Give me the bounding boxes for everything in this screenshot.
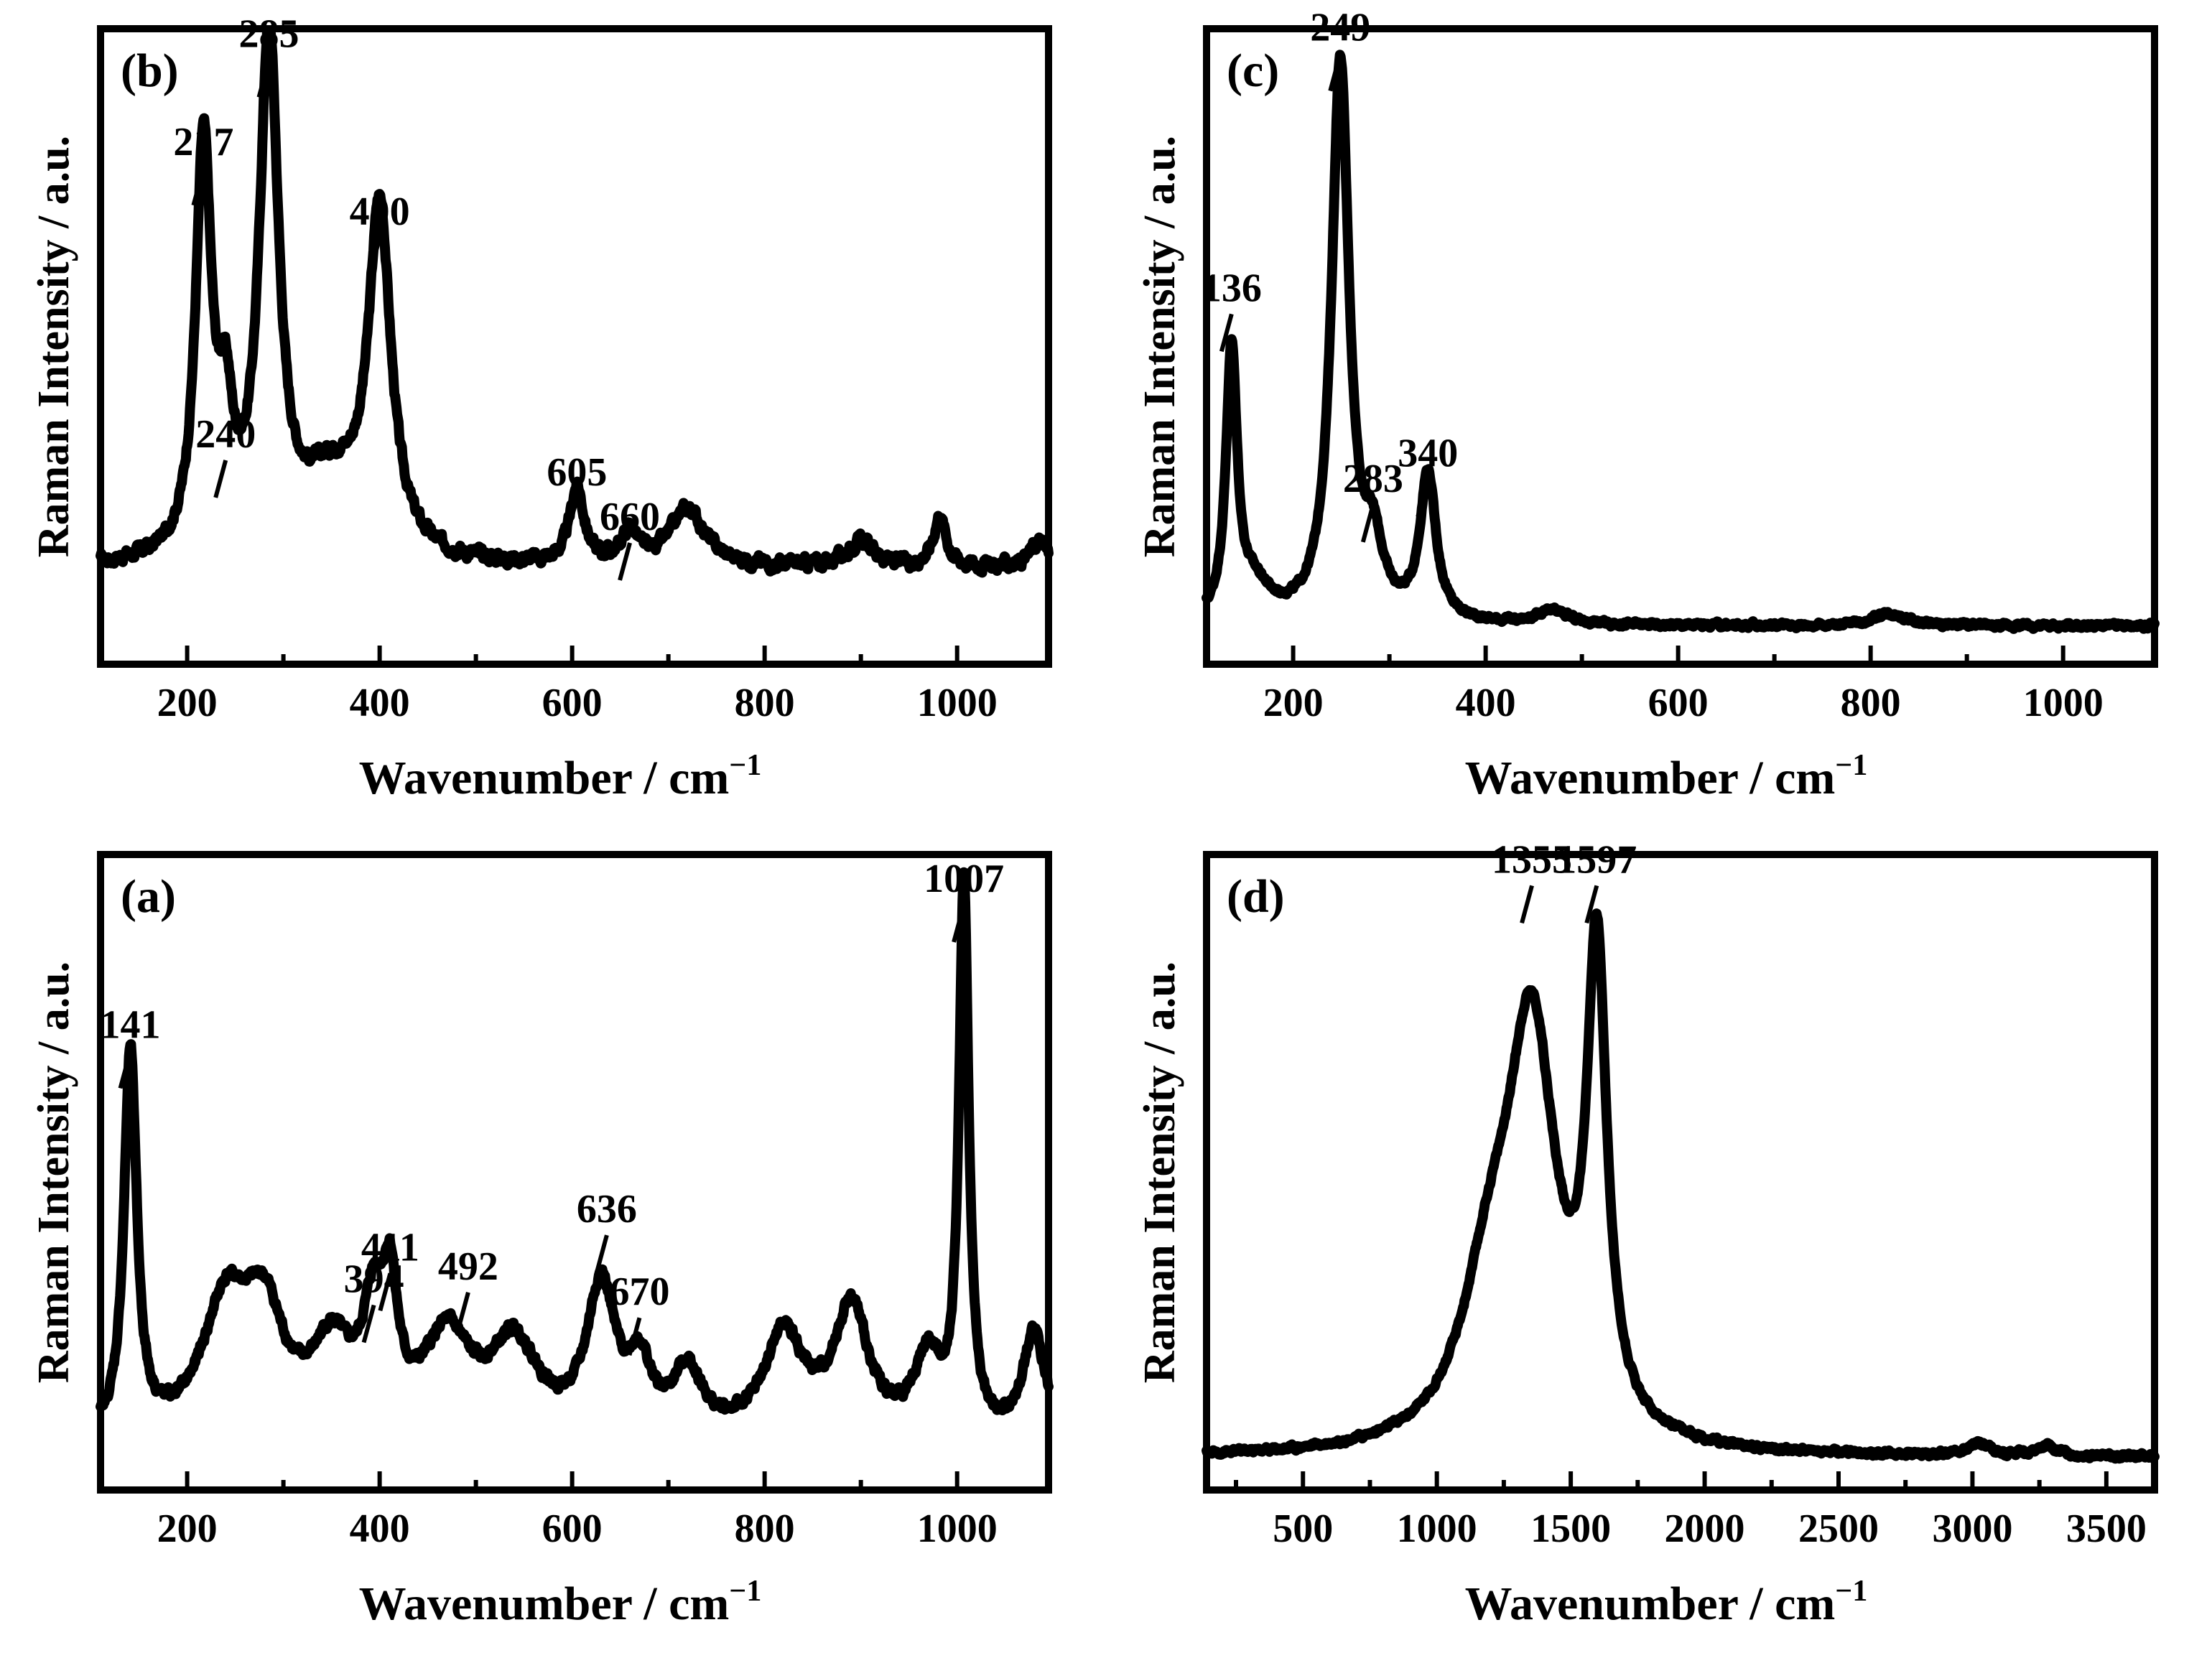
plot-frame <box>1203 25 2158 668</box>
peak-leader-line <box>594 1234 609 1273</box>
x-tick-label: 500 <box>1273 1507 1333 1551</box>
chart-svg: 500 1000 1500 2000 2500 3000 3500 Wavenumber / … <box>1135 837 2160 1630</box>
plot-frame <box>1203 851 2158 1494</box>
peak-label: 283 <box>1343 457 1403 501</box>
x-axis-label: Wavenumber / cm−1 <box>1465 749 1868 804</box>
peak-leader-line <box>564 498 580 536</box>
y-axis-label: Raman Intensity / a.u. <box>29 961 78 1383</box>
peak-leader-line <box>367 237 382 276</box>
y-axis-label: Raman Intensity / a.u. <box>1135 961 1184 1383</box>
peak-leader-line <box>618 542 632 581</box>
panel-a: 200 400 600 800 1000 Wavenumber / cm−1 Raman I… <box>0 826 1106 1653</box>
peak-label: 285 <box>239 11 299 56</box>
x-tick-label: 600 <box>1648 681 1709 725</box>
x-tick-label: 800 <box>1841 681 1901 725</box>
spectrum-line <box>1202 50 2160 634</box>
x-tick-label: 400 <box>1456 681 1516 725</box>
peak-label: 136 <box>1202 266 1262 310</box>
x-tick-label: 600 <box>542 1507 603 1551</box>
x-axis-label: Wavenumber / cm−1 <box>359 749 762 804</box>
peak-label: 141 <box>101 1003 161 1048</box>
x-axis-label: Wavenumber / cm−1 <box>359 1575 762 1630</box>
x-tick-label: 200 <box>1263 681 1324 725</box>
chart-svg: 200 400 600 800 1000 Wavenumber / cm−1 Raman I… <box>29 851 1054 1630</box>
panel-c: 200 400 600 800 1000 Wavenumber / cm−1 Raman I… <box>1106 0 2212 826</box>
peak-leader-line <box>191 167 206 206</box>
peak-label: 394 <box>344 1257 404 1302</box>
peak-leader-line <box>1584 885 1599 924</box>
peak-label: 636 <box>577 1187 637 1231</box>
peak-leader-line <box>118 1050 133 1089</box>
peak-leader-line <box>256 59 271 98</box>
x-tick-label: 1000 <box>917 681 998 725</box>
x-tick-label: 200 <box>157 1507 218 1551</box>
spectrum-line <box>96 867 1054 1415</box>
spectrum-line <box>1202 908 2160 1464</box>
peak-leader-line <box>627 1317 642 1356</box>
peak-label: 340 <box>1398 432 1458 476</box>
x-tick-label: 2500 <box>1798 1507 1879 1551</box>
x-tick-label: 2000 <box>1665 1507 1745 1551</box>
x-tick-label: 1500 <box>1530 1507 1611 1551</box>
x-tick-label: 800 <box>735 1507 795 1551</box>
peak-label: 492 <box>438 1244 498 1289</box>
panel-label: (b) <box>121 45 179 97</box>
x-tick-label: 1000 <box>2023 681 2104 725</box>
peak-label: 400 <box>350 190 410 234</box>
plot-frame <box>97 851 1052 1494</box>
peak-label: 411 <box>361 1225 419 1270</box>
panel-label: (d) <box>1227 870 1285 923</box>
peak-label: 240 <box>195 412 256 457</box>
x-tick-label: 600 <box>542 681 603 725</box>
peak-leader-line <box>1328 52 1343 92</box>
y-axis-label: Raman Intensity / a.u. <box>1135 136 1184 557</box>
peak-label: 249 <box>1310 6 1370 50</box>
peak-label: 1355 <box>1492 837 1572 882</box>
peak-leader-line <box>952 904 966 943</box>
peak-label: 217 <box>173 120 233 164</box>
x-tick-label: 3000 <box>1932 1507 2012 1551</box>
chart-svg: 200 400 600 800 1000 Wavenumber / cm−1 Raman I… <box>1135 6 2160 804</box>
peak-leader-line <box>378 1272 393 1312</box>
x-tick-label: 800 <box>735 681 795 725</box>
peak-leader-line <box>213 460 228 498</box>
x-tick-label: 1000 <box>917 1507 998 1551</box>
peak-leader-line <box>1416 478 1431 518</box>
peak-leader-line <box>1520 885 1534 924</box>
panel-d: 500 1000 1500 2000 2500 3000 3500 Wavenumber / … <box>1106 826 2212 1653</box>
panel-b: 200 400 600 800 1000 Wavenumber / cm−1 Raman I… <box>0 0 1106 826</box>
peak-label: 660 <box>600 495 660 539</box>
x-tick-label: 1000 <box>1397 1507 1477 1551</box>
peak-leader-line <box>1360 504 1375 543</box>
x-tick-label: 400 <box>350 1507 410 1551</box>
chart-svg: 200 400 600 800 1000 Wavenumber / cm−1 Raman I… <box>29 11 1054 804</box>
x-tick-label: 400 <box>350 681 410 725</box>
peak-leader-line <box>361 1304 376 1344</box>
spectrum-line <box>96 27 1054 578</box>
x-tick-label: 3500 <box>2066 1507 2147 1551</box>
y-axis-label: Raman Intensity / a.u. <box>29 136 78 557</box>
peak-label: 670 <box>609 1270 669 1314</box>
x-tick-label: 200 <box>157 681 218 725</box>
panel-label: (a) <box>121 870 176 923</box>
plot-frame <box>97 25 1052 668</box>
peak-label: 605 <box>547 450 607 495</box>
peak-leader-line <box>456 1292 470 1331</box>
panel-label: (c) <box>1227 45 1279 97</box>
peak-label: 1597 <box>1556 837 1637 882</box>
x-axis-label: Wavenumber / cm−1 <box>1465 1575 1868 1630</box>
peak-label: 1007 <box>924 857 1004 901</box>
peak-leader-line <box>1219 313 1234 353</box>
